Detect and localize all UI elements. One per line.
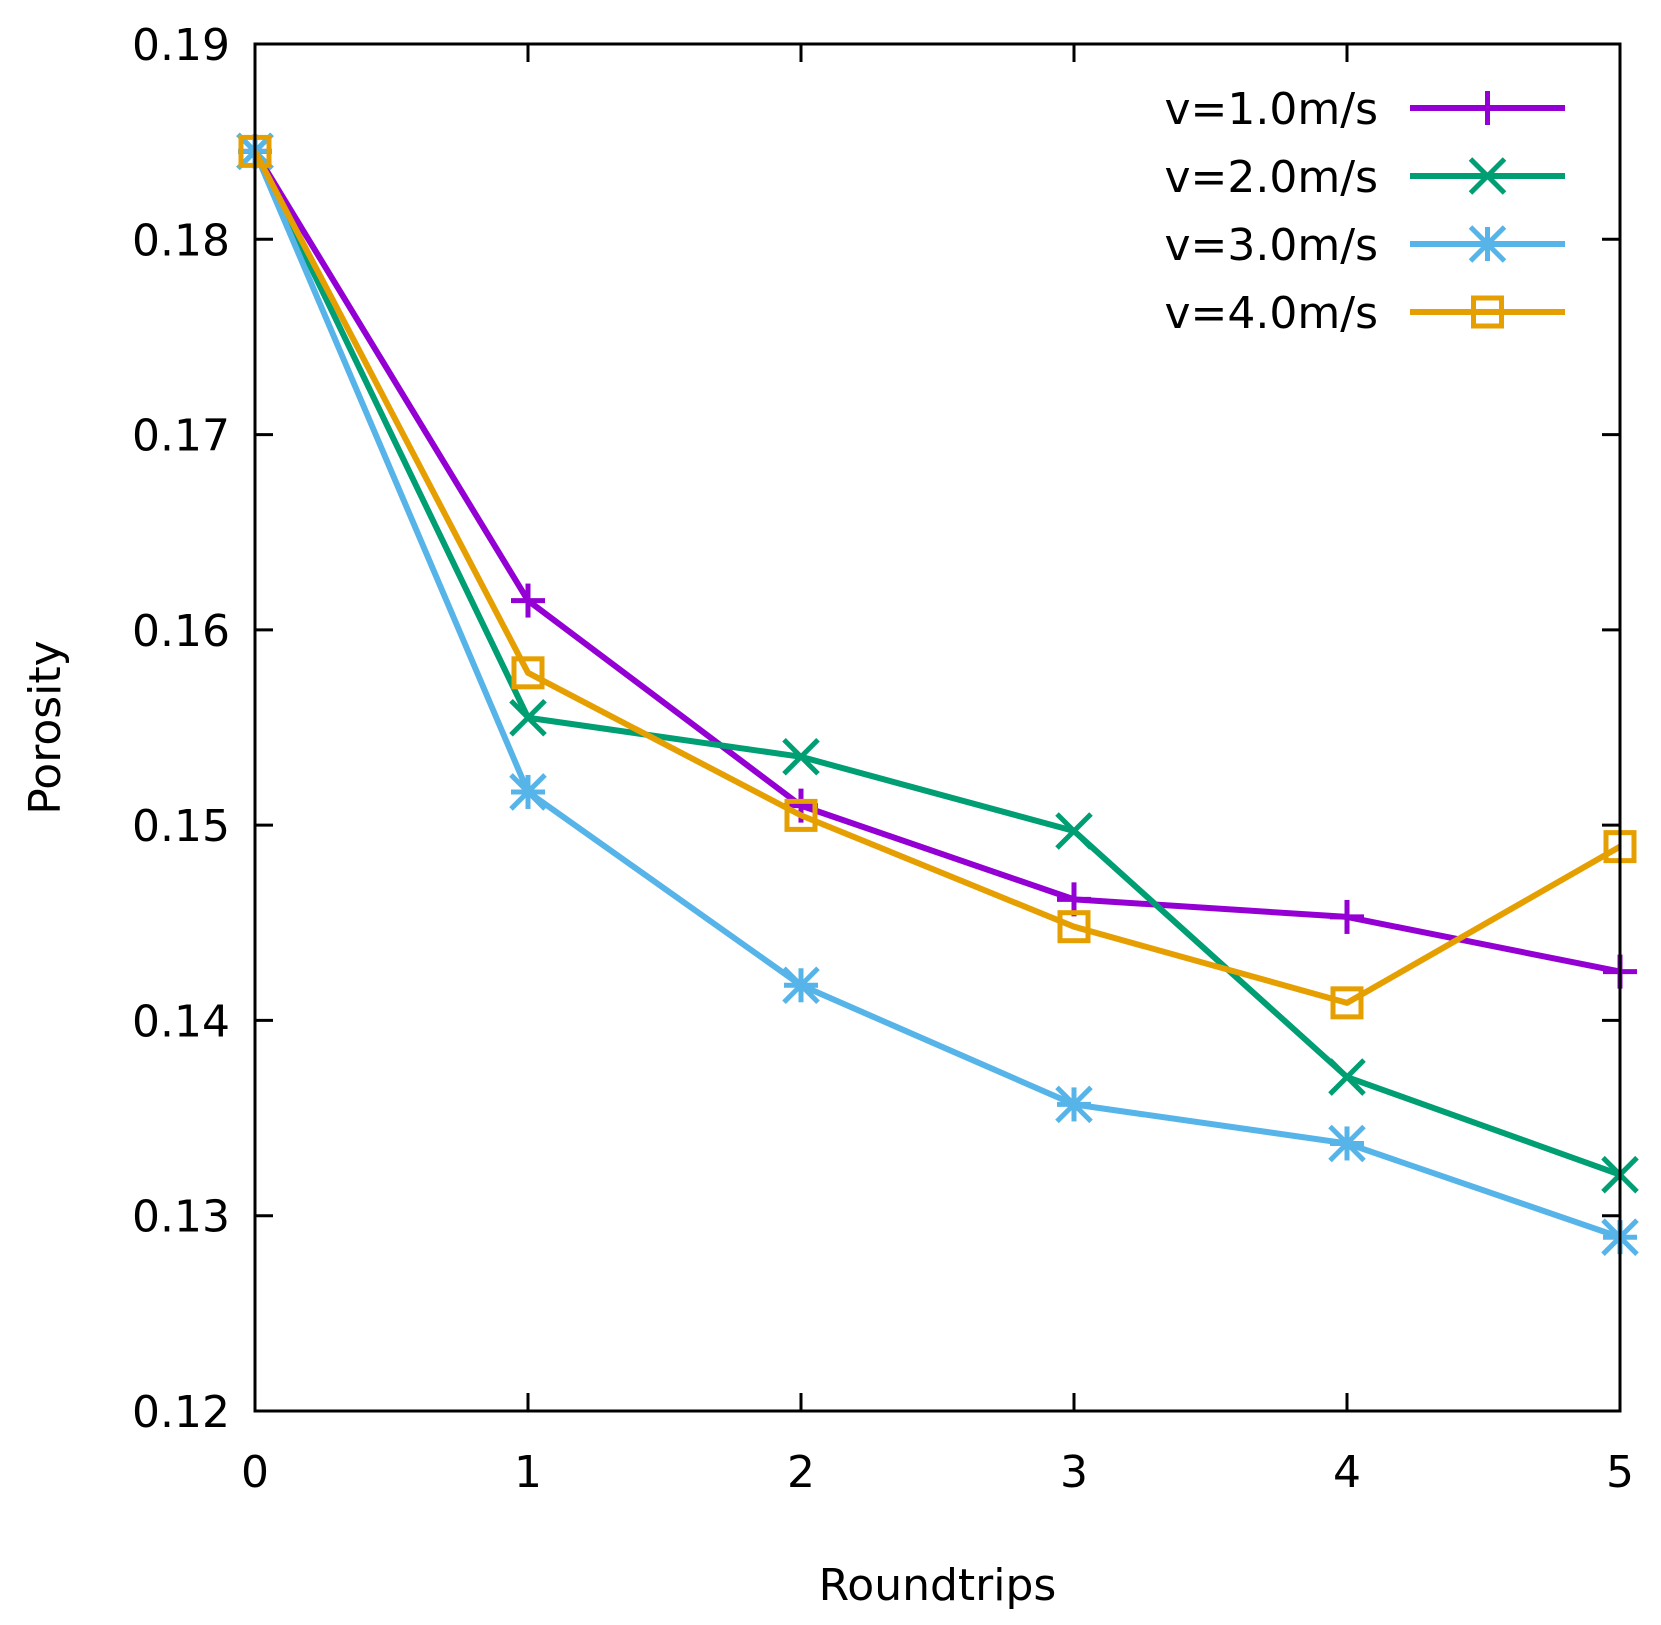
series-line [252, 150, 1621, 1241]
data-point [511, 583, 545, 618]
legend-item-3: v=3.0m/s [1165, 220, 1565, 271]
legend-item-1: v=1.0m/s [1165, 84, 1565, 135]
y-tick-label: 0.19 [132, 20, 230, 71]
legend: v=1.0m/s v=2.0m/s v=3.0m/s v=4.0m/s [1165, 84, 1565, 339]
y-tick-label: 0.17 [132, 411, 230, 462]
x-tick-label: 0 [241, 1447, 269, 1498]
legend-item-2: v=2.0m/s [1165, 152, 1565, 203]
axis-ticks [253, 42, 1622, 1413]
legend-marker [1471, 295, 1504, 329]
data-point [1330, 899, 1364, 934]
x-tick-label: 2 [787, 1447, 815, 1498]
data-point [509, 698, 547, 737]
data-point [782, 966, 820, 1005]
x-tick-label: 4 [1333, 1447, 1361, 1498]
series-line [252, 149, 1621, 975]
legend-label: v=2.0m/s [1165, 152, 1379, 203]
data-point [1055, 812, 1093, 850]
x-tick-label: 1 [514, 1447, 542, 1498]
series-3 [236, 132, 1639, 1256]
legend-marker [1468, 225, 1507, 263]
plot-border [253, 42, 1622, 1413]
data-point [1330, 986, 1364, 1020]
x-axis-label: Roundtrips [819, 1560, 1057, 1611]
y-tick-label: 0.16 [132, 606, 230, 657]
data-point [1328, 1124, 1366, 1163]
y-tick-label: 0.15 [132, 801, 230, 852]
data-point [784, 798, 818, 832]
y-axis-label: Porosity [20, 640, 71, 814]
tick-labels: 0 1 2 3 4 5 0.12 0.13 0.14 0.15 0.16 0.17 0.18 0.19 [132, 20, 1634, 1498]
series-line [252, 150, 1622, 1178]
legend-marker [1468, 157, 1507, 195]
series-lines [236, 132, 1639, 1256]
x-tick-label: 5 [1606, 1447, 1634, 1498]
x-tick-label: 3 [1060, 1447, 1088, 1498]
series-2 [236, 132, 1639, 1194]
data-point [1328, 1058, 1366, 1096]
legend-label: v=1.0m/s [1165, 84, 1379, 135]
data-point [1055, 1085, 1093, 1124]
legend-marker [1470, 91, 1505, 125]
series-1 [238, 134, 1637, 989]
legend-label: v=3.0m/s [1165, 220, 1379, 271]
y-tick-label: 0.12 [132, 1387, 230, 1438]
series-4 [238, 134, 1637, 1020]
plot-frame [253, 42, 1622, 1413]
data-point [509, 773, 547, 811]
y-tick-label: 0.14 [132, 996, 230, 1047]
legend-label: v=4.0m/s [1165, 288, 1379, 339]
y-tick-label: 0.18 [132, 215, 230, 266]
y-tick-label: 0.13 [132, 1192, 230, 1243]
data-point [1057, 910, 1091, 944]
data-point [782, 738, 820, 776]
data-point [511, 656, 545, 690]
legend-item-4: v=4.0m/s [1165, 288, 1565, 339]
series-line [252, 150, 1622, 1006]
